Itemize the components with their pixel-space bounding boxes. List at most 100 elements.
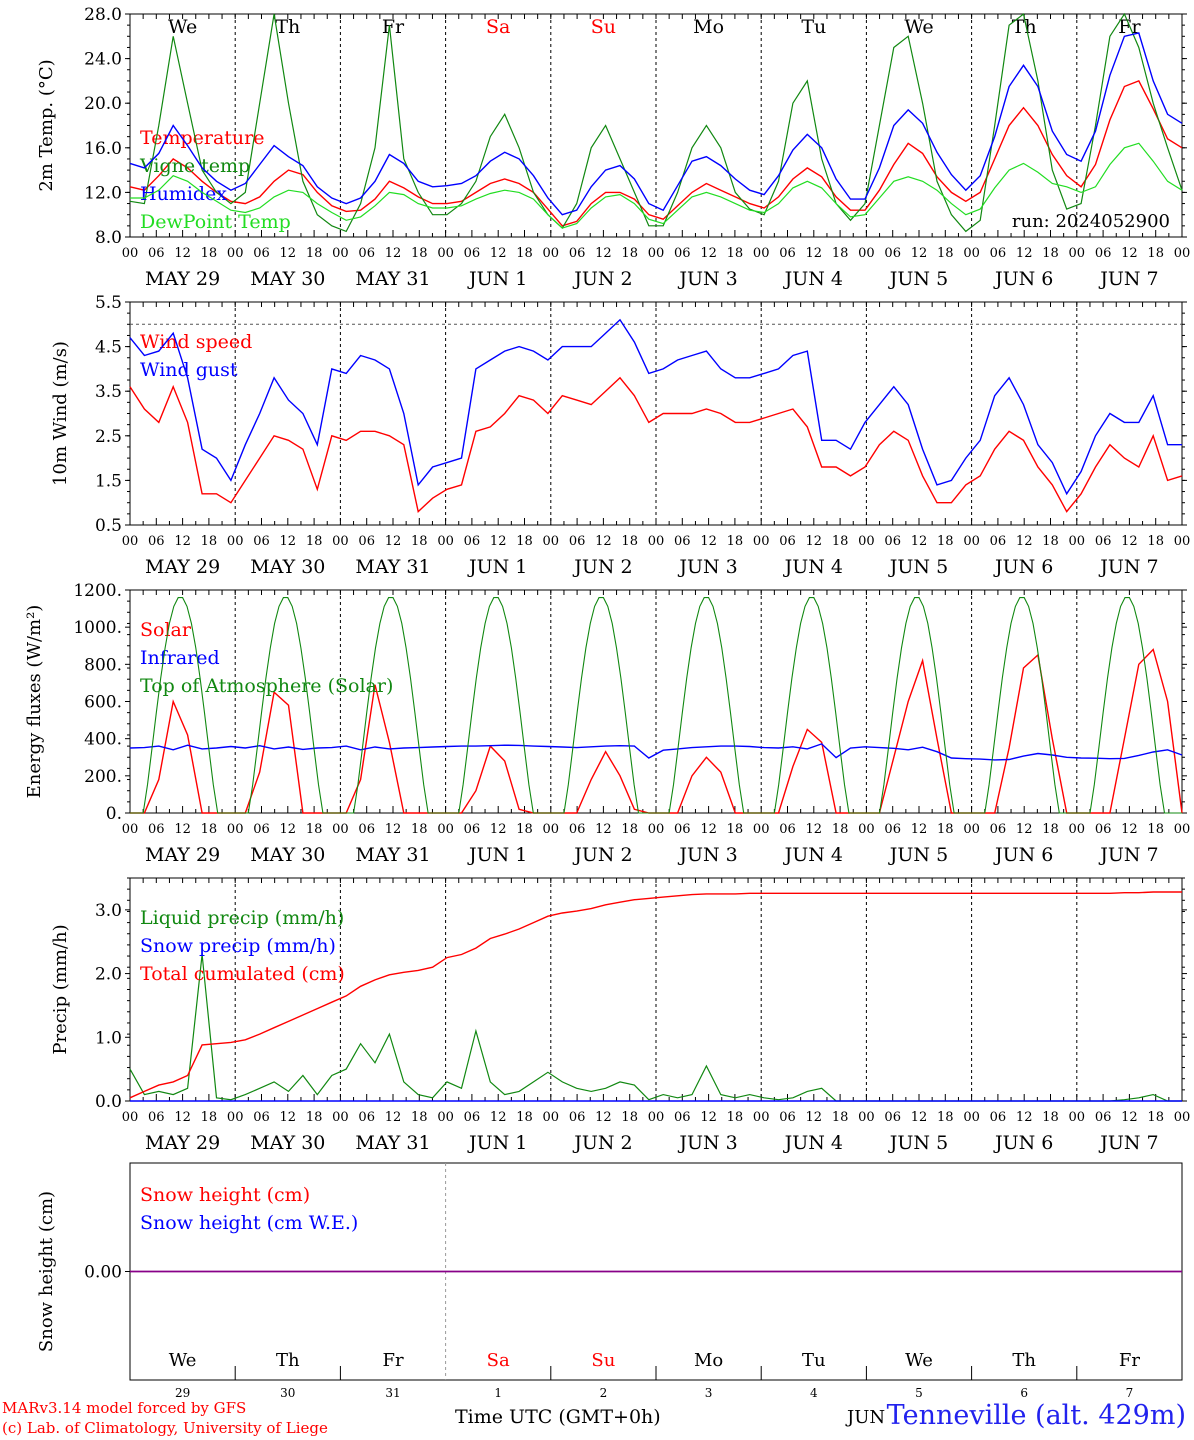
panel-5: 0.00 Snow height (cm) Snow height (cm) Snow… (36, 1162, 1183, 1400)
hour-tick-label: 06 (990, 534, 1007, 549)
day-number: 31 (385, 1386, 400, 1400)
date-label: MAY 30 (250, 556, 325, 578)
hour-tick-label: 12 (1121, 1110, 1138, 1125)
hour-tick-label: 12 (1016, 1110, 1033, 1125)
hour-tick-label: 12 (911, 246, 928, 261)
hour-tick-label: 00 (437, 1110, 454, 1125)
series-line-toa (130, 597, 1182, 814)
y-tick-label: 4.5 (95, 338, 122, 358)
legend-entry: Solar (140, 619, 192, 641)
hour-tick-label: 18 (201, 246, 218, 261)
y-tick-label: 1.0 (95, 1028, 122, 1048)
date-label: MAY 29 (145, 556, 220, 578)
hour-tick-label: 00 (963, 1110, 980, 1125)
hour-tick-label: 00 (858, 534, 875, 549)
hour-tick-label: 12 (1016, 534, 1033, 549)
day-tag: Fr (1119, 1350, 1140, 1371)
y-tick-label: 3.0 (95, 901, 122, 921)
y-axis-title: Snow height (cm) (36, 1191, 57, 1352)
hour-tick-label: 06 (674, 534, 691, 549)
hour-tick-label: 06 (464, 822, 481, 837)
hour-tick-label: 00 (122, 822, 139, 837)
date-label: JUN 1 (467, 844, 527, 866)
date-label: JUN 2 (572, 556, 632, 578)
series-line-red (129, 891, 1182, 1099)
date-label: MAY 31 (355, 844, 430, 866)
day-number: 7 (1126, 1386, 1134, 1400)
hour-tick-label: 12 (174, 1110, 191, 1125)
hour-tick-label: 06 (253, 534, 270, 549)
date-label: MAY 30 (250, 268, 325, 290)
hour-tick-label: 00 (122, 534, 139, 549)
hour-tick-label: 18 (411, 1110, 428, 1125)
hour-tick-label: 18 (727, 246, 744, 261)
day-tag: Su (591, 1350, 615, 1371)
y-tick-label: 200. (84, 767, 122, 787)
hour-tick-label: 12 (1016, 822, 1033, 837)
hour-tick-label: 12 (806, 1110, 823, 1125)
y-tick-label: 16.0 (84, 139, 122, 159)
hour-tick-label: 12 (385, 822, 402, 837)
hour-tick-label: 18 (621, 534, 638, 549)
day-tag: Mo (693, 16, 724, 38)
hour-tick-label: 12 (385, 246, 402, 261)
hour-tick-label: 06 (674, 1110, 691, 1125)
hour-tick-label: 06 (569, 1110, 586, 1125)
hour-tick-label: 18 (937, 822, 954, 837)
hour-tick-label: 00 (437, 534, 454, 549)
y-tick-label: 0.0 (95, 1092, 122, 1112)
hour-tick-label: 12 (385, 534, 402, 549)
hour-tick-label: 18 (832, 1110, 849, 1125)
day-number: 6 (1020, 1386, 1028, 1400)
hour-tick-label: 00 (1174, 534, 1191, 549)
hour-tick-label: 18 (516, 1110, 533, 1125)
hour-tick-label: 00 (332, 534, 349, 549)
day-tag: Th (1012, 16, 1037, 38)
y-axis-title: 10m Wind (m/s) (50, 341, 71, 486)
hour-tick-label: 18 (621, 822, 638, 837)
y-tick-label: 3.5 (95, 382, 122, 402)
legend-entry: Snow height (cm W.E.) (140, 1212, 358, 1234)
day-number: 1 (494, 1386, 502, 1400)
hour-tick-label: 06 (569, 246, 586, 261)
hour-tick-label: 06 (148, 1110, 165, 1125)
hour-tick-label: 06 (148, 534, 165, 549)
y-tick-label: 1000. (73, 618, 122, 638)
hour-tick-label: 18 (201, 534, 218, 549)
legend-entry: Top of Atmosphere (Solar) (140, 675, 393, 697)
day-tag: Fr (382, 1350, 403, 1371)
hour-tick-label: 12 (1121, 822, 1138, 837)
hour-tick-label: 00 (858, 1110, 875, 1125)
hour-tick-label: 00 (648, 534, 665, 549)
hour-tick-label: 06 (1095, 246, 1112, 261)
date-label: MAY 29 (145, 844, 220, 866)
hour-tick-label: 00 (227, 822, 244, 837)
hour-tick-label: 06 (779, 1110, 796, 1125)
date-label: JUN 3 (677, 844, 737, 866)
date-label: JUN 6 (993, 268, 1053, 290)
series-line-red (129, 80, 1183, 227)
hour-tick-label: 18 (727, 534, 744, 549)
hour-tick-label: 00 (753, 534, 770, 549)
legend-entry: Liquid precip (mm/h) (140, 907, 344, 929)
hour-tick-label: 12 (1121, 246, 1138, 261)
hour-tick-label: 06 (148, 822, 165, 837)
hour-tick-label: 00 (963, 534, 980, 549)
hour-tick-label: 18 (411, 534, 428, 549)
day-tag: Tu (801, 16, 826, 38)
series-line-blue (129, 318, 1182, 496)
hour-tick-label: 00 (1174, 1110, 1191, 1125)
hour-tick-label: 18 (937, 1110, 954, 1125)
date-label: JUN 5 (888, 844, 948, 866)
date-label: JUN 7 (1098, 844, 1158, 866)
panel-3: 0. 200. 400. 600. 800. 1000. 1200. Energy fluxe… (24, 581, 1190, 866)
hour-tick-label: 12 (595, 1110, 612, 1125)
day-number: 2 (600, 1386, 608, 1400)
hour-tick-label: 12 (911, 822, 928, 837)
day-tag: Su (591, 16, 616, 38)
date-label: JUN 2 (572, 268, 632, 290)
hour-tick-label: 18 (306, 1110, 323, 1125)
hour-tick-label: 06 (464, 246, 481, 261)
date-label: MAY 29 (145, 268, 220, 290)
hour-tick-label: 18 (1147, 534, 1164, 549)
